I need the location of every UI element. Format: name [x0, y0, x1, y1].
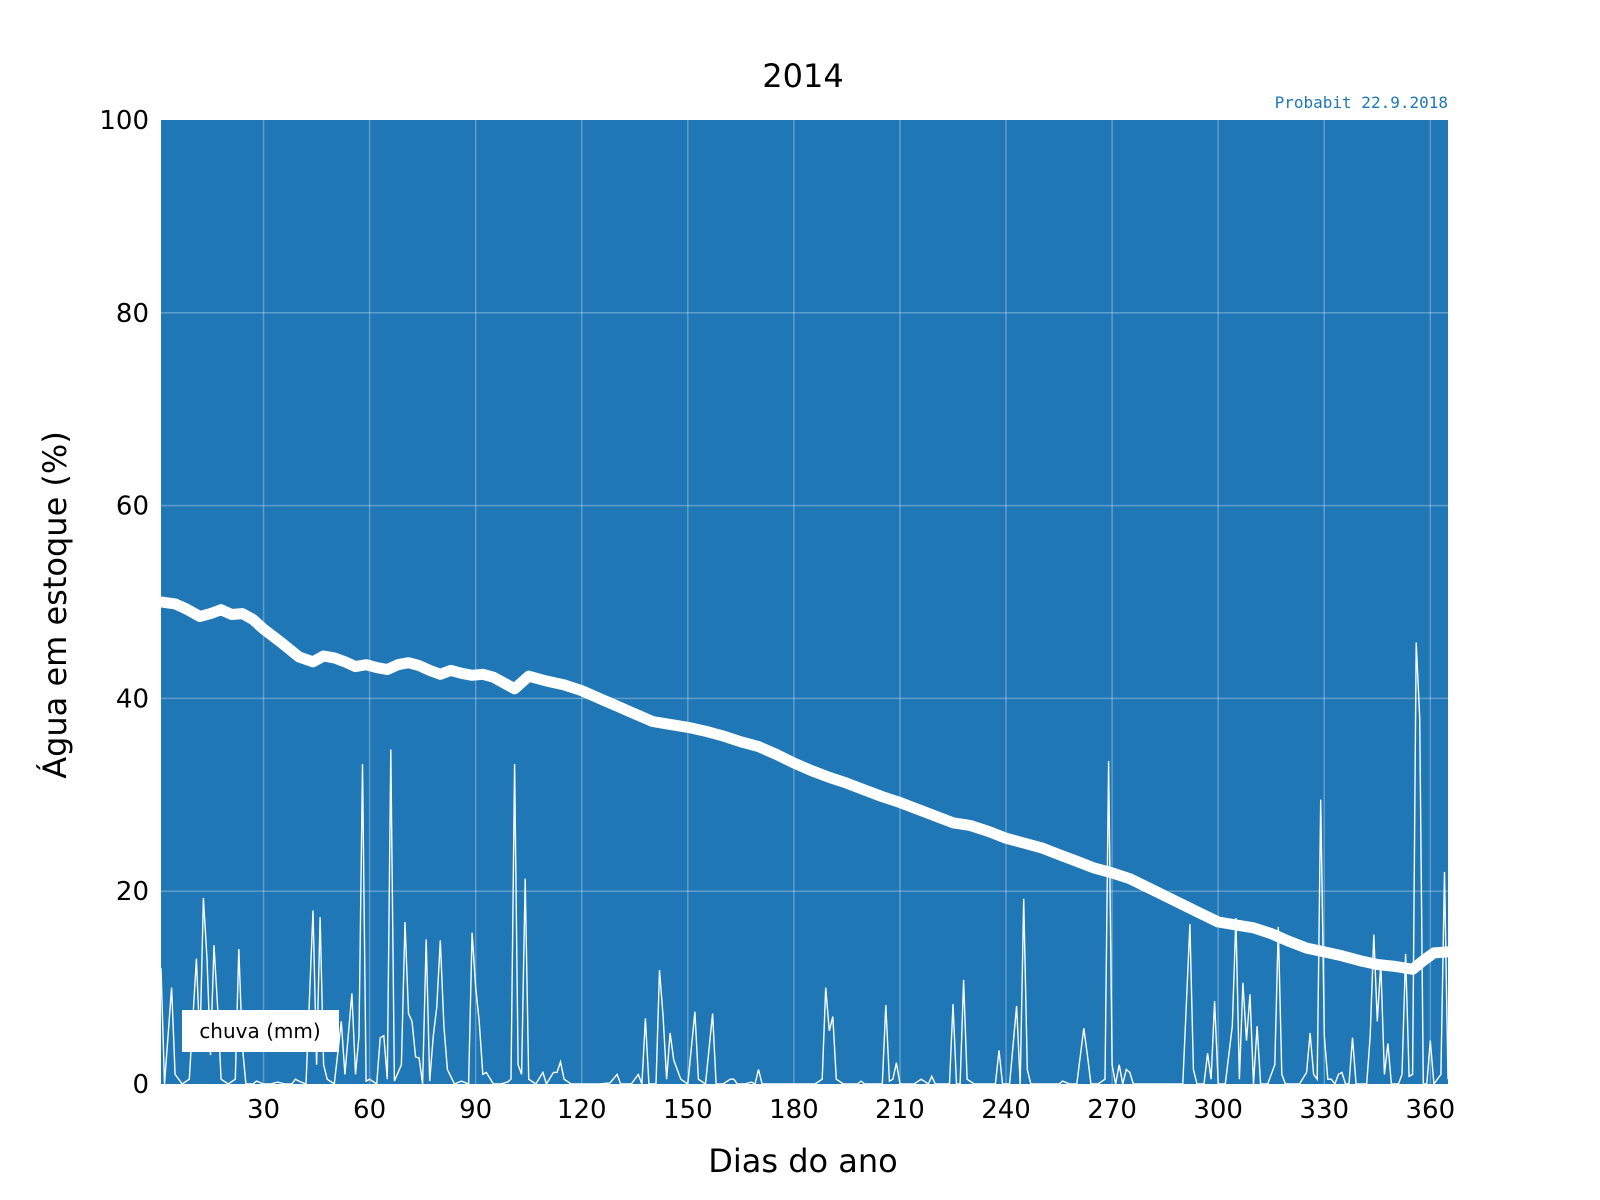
- legend-box: [182, 1010, 339, 1052]
- x-tick-label: 90: [459, 1095, 492, 1125]
- y-tick-label: 100: [99, 106, 149, 136]
- legend: chuva (mm): [182, 1010, 339, 1052]
- y-axis-title: Água em estoque (%): [36, 431, 74, 779]
- storage-series-line: [161, 596, 1448, 975]
- y-tick-label: 0: [132, 1070, 149, 1100]
- grid-lines: [161, 120, 1448, 1084]
- x-tick-label: 30: [247, 1095, 280, 1125]
- rain-series-line: [161, 642, 1448, 1084]
- x-tick-label: 180: [769, 1095, 819, 1125]
- y-tick-label: 80: [116, 299, 149, 329]
- x-tick-label: 210: [875, 1095, 925, 1125]
- y-tick-label: 60: [116, 492, 149, 522]
- x-tick-label: 270: [1087, 1095, 1137, 1125]
- x-tick-label: 300: [1193, 1095, 1243, 1125]
- x-axis-title: Dias do ano: [708, 1142, 898, 1180]
- x-tick-label: 360: [1406, 1095, 1456, 1125]
- x-tick-label: 240: [981, 1095, 1031, 1125]
- y-tick-label: 20: [116, 877, 149, 907]
- y-tick-label: 40: [116, 684, 149, 714]
- legend-entry-chuva: chuva (mm): [199, 1019, 320, 1043]
- x-tick-label: 330: [1299, 1095, 1349, 1125]
- chart-title: 2014: [762, 57, 843, 95]
- x-tick-label: 120: [557, 1095, 607, 1125]
- plot-background: [161, 120, 1448, 1084]
- x-tick-label: 60: [353, 1095, 386, 1125]
- axis-ticks: 30 60 90 120 150 180 210 240 270 300 330 360 0 20 40 60…: [99, 106, 1455, 1125]
- x-tick-label: 150: [663, 1095, 713, 1125]
- credit-label: Probabit 22.9.2018: [1275, 93, 1448, 112]
